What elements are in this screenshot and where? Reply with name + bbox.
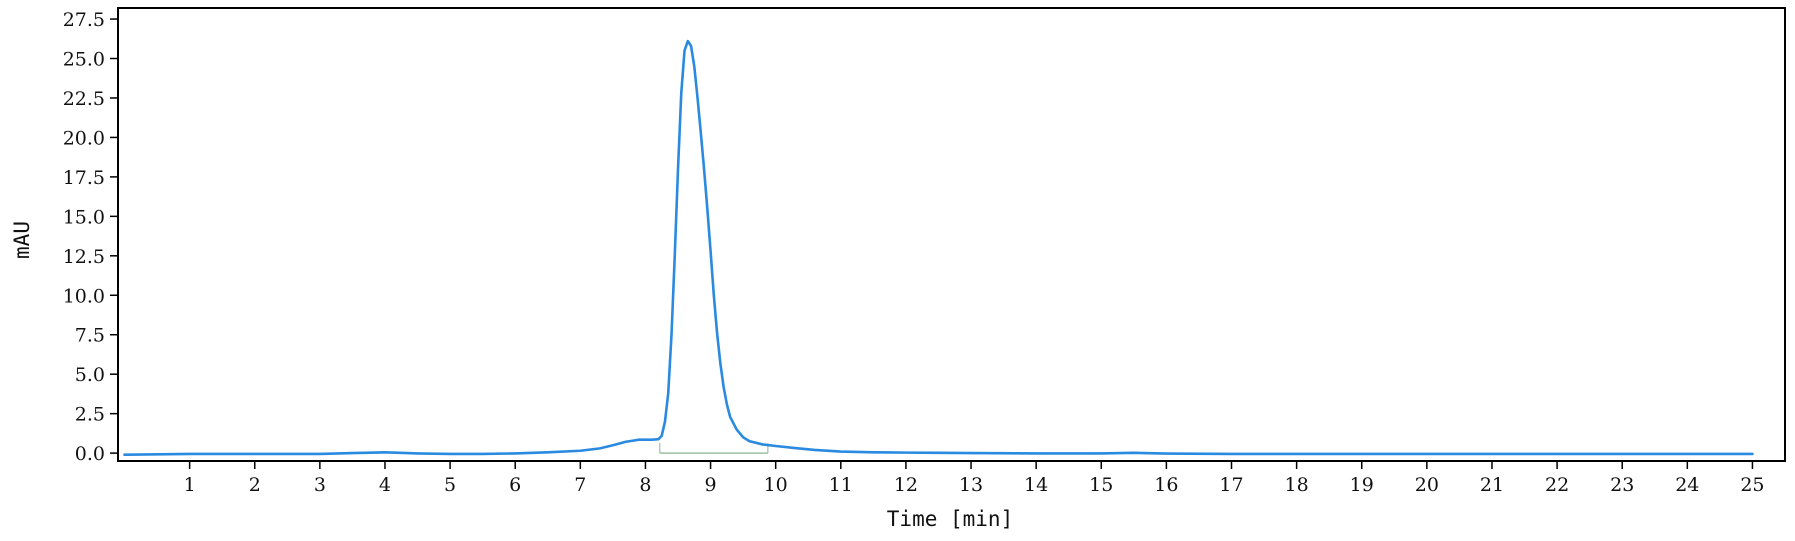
y-axis-title: mAU [10, 221, 34, 259]
x-tick-label: 10 [764, 474, 788, 496]
x-tick-label: 8 [639, 474, 651, 496]
y-tick-label: 12.5 [63, 246, 105, 268]
x-tick-label: 21 [1480, 474, 1504, 496]
x-tick-label: 14 [1024, 474, 1048, 496]
x-tick-label: 9 [705, 474, 717, 496]
y-tick-label: 0.0 [75, 443, 105, 465]
x-tick-label: 1 [184, 474, 196, 496]
series-line [123, 39, 1754, 456]
y-tick-label: 5.0 [75, 364, 105, 386]
x-axis-title: Time [min] [887, 507, 1013, 531]
y-tick-label: 15.0 [63, 206, 105, 228]
y-tick-label: 20.0 [63, 127, 105, 149]
x-tick-label: 7 [574, 474, 586, 496]
y-tick-label: 25.0 [63, 49, 105, 71]
series-layer [123, 39, 1754, 456]
x-tick-label: 11 [829, 474, 853, 496]
x-tick-label: 25 [1740, 474, 1764, 496]
x-tick-label: 23 [1610, 474, 1634, 496]
y-axis: 0.0 2.5 5.0 7.5 10.0 12.5 15.0 17.5 20.0 22.5 25.0… [63, 9, 118, 465]
plot-frame [117, 7, 1786, 462]
x-tick-label: 16 [1154, 474, 1178, 496]
x-tick-label: 20 [1415, 474, 1439, 496]
y-tick-label: 7.5 [75, 325, 105, 347]
plot-area [117, 7, 1786, 462]
y-tick-label: 22.5 [63, 88, 105, 110]
x-tick-label: 4 [379, 474, 391, 496]
x-tick-label: 17 [1219, 474, 1243, 496]
y-tick-label: 10.0 [63, 285, 105, 307]
x-tick-label: 13 [959, 474, 983, 496]
x-tick-label: 18 [1285, 474, 1309, 496]
x-tick-label: 2 [249, 474, 261, 496]
integration-baseline [659, 443, 769, 454]
x-tick-label: 5 [444, 474, 456, 496]
x-tick-label: 22 [1545, 474, 1569, 496]
x-tick-label: 3 [314, 474, 326, 496]
x-tick-label: 6 [509, 474, 521, 496]
x-axis: 1 2 3 4 5 6 7 8 9 10 11 12 13 14 15 16 17 18 19 20 21 22 23 24 2… [184, 461, 1765, 496]
y-tick-label: 2.5 [75, 404, 105, 426]
y-tick-label: 17.5 [63, 167, 105, 189]
x-tick-label: 12 [894, 474, 918, 496]
y-tick-label: 27.5 [63, 9, 105, 31]
x-tick-label: 15 [1089, 474, 1113, 496]
x-tick-label: 24 [1675, 474, 1699, 496]
x-tick-label: 19 [1350, 474, 1374, 496]
